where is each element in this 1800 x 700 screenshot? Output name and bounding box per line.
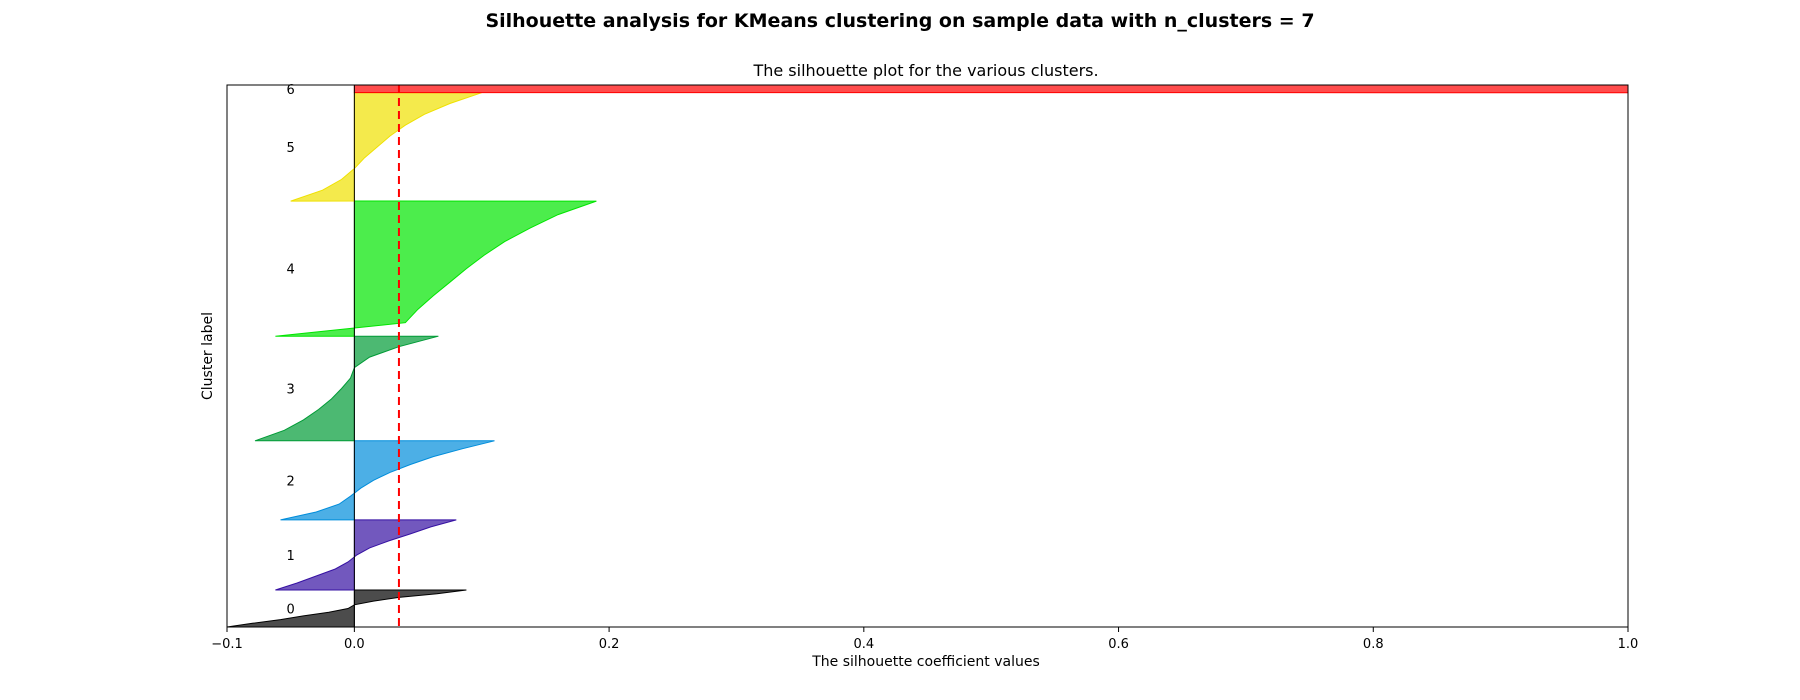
cluster-2-silhouette [280, 440, 495, 521]
cluster-fills [226, 84, 1629, 628]
cluster-label-6: 6 [287, 83, 295, 98]
x-axis-ticks: −0.1 0.0 0.2 0.4 0.6 0.8 1.0 [211, 627, 1638, 652]
cluster-labels: 0 1 2 3 4 5 6 [287, 83, 295, 618]
cluster-0-silhouette [226, 589, 467, 628]
axes-frame [226, 84, 1629, 628]
cluster-4-silhouette [275, 200, 597, 337]
cluster-label-3: 3 [287, 383, 295, 398]
cluster-label-4: 4 [287, 263, 295, 278]
cluster-3-silhouette [254, 335, 439, 442]
x-tick-label: −0.1 [211, 637, 243, 652]
x-tick-label: 1.0 [1618, 637, 1639, 652]
x-tick-label: 0.8 [1363, 637, 1384, 652]
cluster-1-silhouette [275, 519, 457, 591]
cluster-label-2: 2 [287, 474, 295, 489]
cluster-6-silhouette [353, 84, 1629, 94]
figure-suptitle: Silhouette analysis for KMeans clusterin… [485, 10, 1315, 32]
cluster-label-1: 1 [287, 549, 295, 564]
cluster-label-5: 5 [287, 141, 295, 156]
cluster-5-silhouette [290, 92, 482, 202]
x-axis-label: The silhouette coefficient values [811, 654, 1040, 670]
cluster-label-0: 0 [287, 603, 295, 618]
y-axis-label: Cluster label [200, 312, 216, 400]
x-tick-label: 0.6 [1108, 637, 1129, 652]
plot-title: The silhouette plot for the various clus… [752, 61, 1098, 80]
x-tick-label: 0.4 [853, 637, 874, 652]
x-tick-label: 0.0 [344, 637, 365, 652]
x-tick-label: 0.2 [599, 637, 620, 652]
